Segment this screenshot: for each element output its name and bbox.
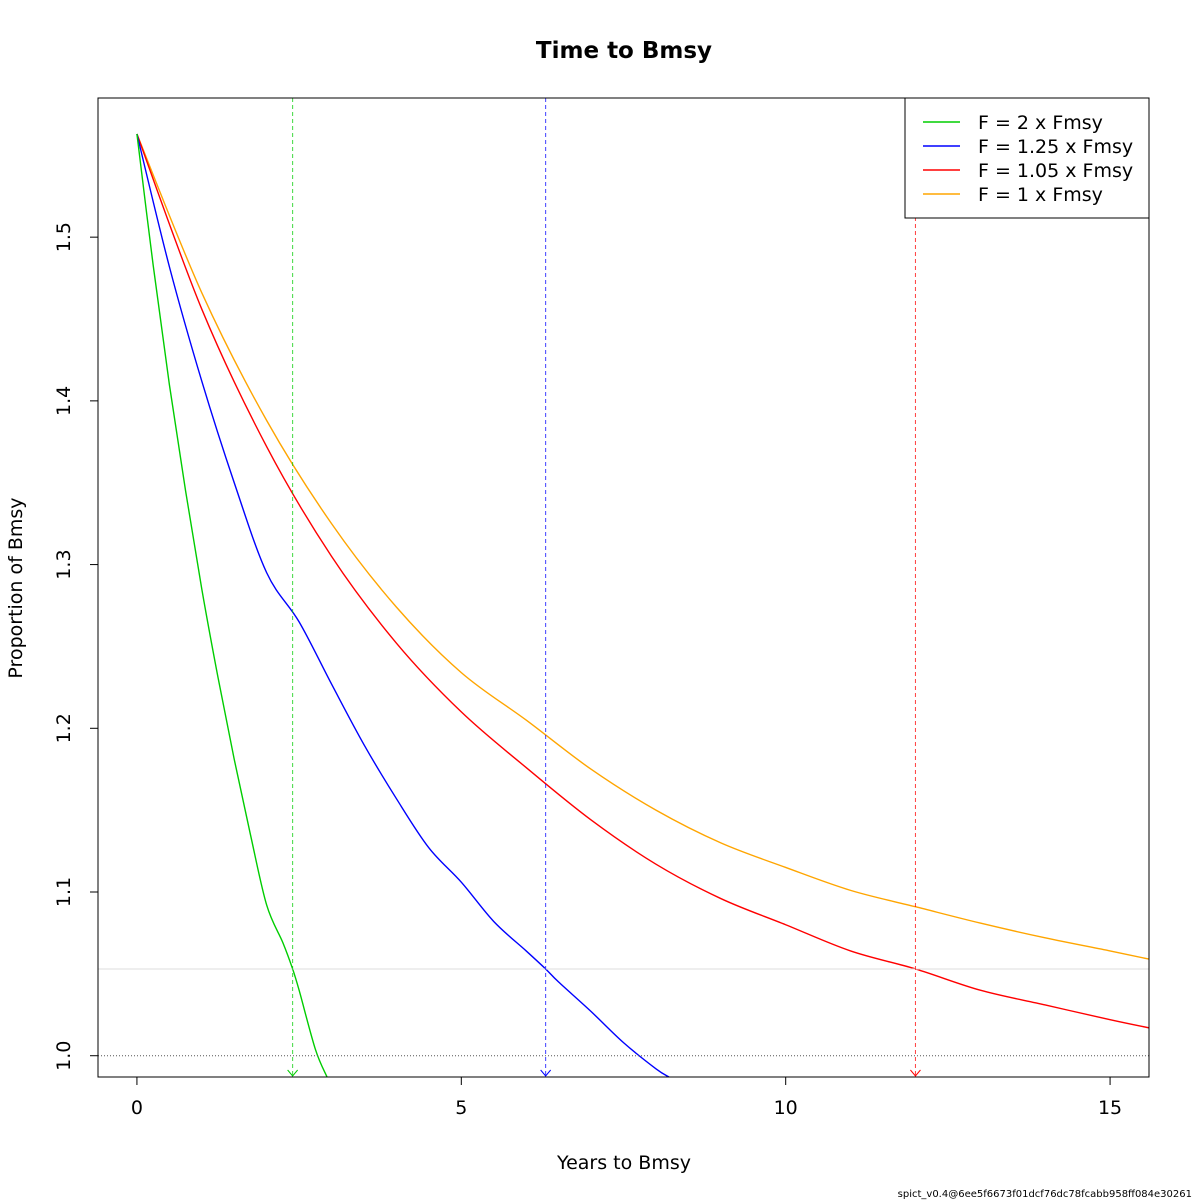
legend-label: F = 1.25 x Fmsy xyxy=(978,136,1133,158)
legend-label: F = 1.05 x Fmsy xyxy=(978,160,1133,182)
series-line-4 xyxy=(136,133,1149,960)
y-tick-label: 1.5 xyxy=(53,222,75,252)
legend-label: F = 1 x Fmsy xyxy=(978,184,1103,206)
x-tick-label: 5 xyxy=(455,1097,467,1119)
legend-label: F = 2 x Fmsy xyxy=(978,112,1103,134)
footnote: spict_v0.4@6ee5f6673f01dcf76dc78fcabb958… xyxy=(898,1189,1192,1200)
x-axis-label: Years to Bmsy xyxy=(556,1152,691,1174)
y-tick-label: 1.3 xyxy=(53,549,75,579)
x-tick-label: 0 xyxy=(131,1097,143,1119)
axes: 0 5 10 15 1.0 1.1 1.2 1.3 1.4 1.5 xyxy=(53,222,1122,1119)
target-year-arrow-1 xyxy=(287,1069,299,1077)
series-line-1 xyxy=(136,133,328,1077)
reference-lines xyxy=(98,98,1149,1077)
x-tick-label: 10 xyxy=(774,1097,798,1119)
plot-frame xyxy=(97,97,1150,1078)
y-tick-label: 1.1 xyxy=(53,877,75,907)
y-axis-label: Proportion of Bmsy xyxy=(5,497,27,678)
legend-box xyxy=(904,97,1150,219)
target-year-arrow-3 xyxy=(910,1069,921,1077)
chart-title: Time to Bmsy xyxy=(536,38,712,64)
x-tick-label: 15 xyxy=(1098,1097,1122,1119)
y-tick-label: 1.4 xyxy=(53,386,75,416)
target-year-arrow-2 xyxy=(540,1069,552,1077)
y-tick-label: 1.0 xyxy=(53,1041,75,1071)
series-layer xyxy=(136,133,1149,1077)
series-line-2 xyxy=(136,133,670,1077)
y-tick-label: 1.2 xyxy=(53,713,75,743)
series-line-3 xyxy=(136,133,1149,1029)
